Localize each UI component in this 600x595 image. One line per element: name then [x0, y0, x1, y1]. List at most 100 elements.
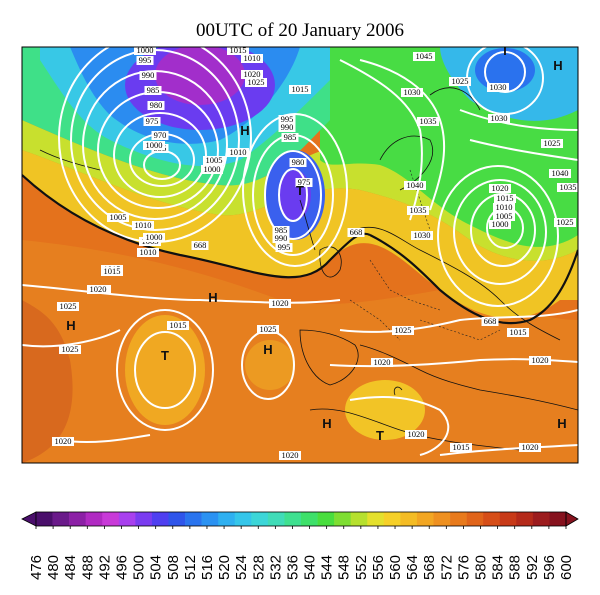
isobar-label: 1000: [204, 164, 221, 174]
isobar-label-bg: [136, 56, 154, 65]
isobar-label: 1000: [146, 140, 163, 150]
isobar-label: 1015: [453, 442, 470, 452]
colorbar-frame: [35, 511, 567, 527]
isobar-label-bg: [279, 451, 301, 460]
isobar-label: 1020: [408, 429, 425, 439]
colorbar-tick-label: 488: [79, 555, 96, 580]
isobar-label: 1020: [272, 298, 289, 308]
isobar-label: 1025: [260, 324, 277, 334]
colorbar-segment: [433, 512, 451, 526]
colorbar-segment: [201, 512, 219, 526]
isobar-label-bg: [507, 328, 529, 337]
isobar-label-bg: [151, 131, 169, 140]
low-pressure-marker: T: [161, 348, 169, 363]
isobar-label-bg: [529, 356, 551, 365]
isobar-labels: 1000995990985980975970995101510101020102…: [52, 45, 578, 460]
isobar-label-bg: [59, 345, 81, 354]
isobar-label-bg: [554, 218, 576, 227]
isobar-label-bg: [481, 317, 499, 326]
isobar-label-bg: [203, 156, 225, 165]
isobar-label: 1020: [374, 357, 391, 367]
pressure-markers: H H H H H H T T T T H: [66, 43, 566, 443]
isobar-label-bg: [257, 325, 279, 334]
colorbar-segment: [251, 512, 269, 526]
isobar-label-bg: [167, 321, 189, 330]
isobar-label: 1020: [55, 436, 72, 446]
isobar-label: 990: [142, 70, 155, 80]
isobar-label: 1020: [282, 450, 299, 460]
colorbar-tick-label: 484: [62, 555, 79, 580]
isobar-label: 1015: [230, 45, 247, 55]
colorbar-tick-label: 548: [336, 555, 353, 580]
isobar-label: 668: [350, 227, 363, 237]
high-pressure-marker: H: [66, 318, 75, 333]
colorbar-tick-label: 600: [558, 555, 575, 580]
colorbar-tick-label: 516: [199, 555, 216, 580]
colorbar-tick-label: 532: [267, 555, 284, 580]
isobar-label-bg: [272, 234, 290, 243]
isobar-label-bg: [392, 326, 414, 335]
colorbar-tick-label: 536: [284, 555, 301, 580]
isobar-label-bg: [549, 169, 571, 178]
colorbar-segment: [483, 512, 501, 526]
colorbar-segment: [52, 512, 70, 526]
colorbar-tick-label: 524: [233, 555, 250, 580]
isobar-label: 1020: [522, 442, 539, 452]
colorbar-segment: [383, 512, 401, 526]
isobar-label-bg: [519, 443, 541, 452]
isobar-label: 1015: [497, 193, 514, 203]
field-warm-spot-3: [245, 340, 295, 390]
isobar-label: 1000: [137, 45, 154, 55]
isobar-label: 1035: [560, 182, 577, 192]
colorbar-tick-label: 520: [216, 555, 233, 580]
isobar-label: 985: [147, 85, 160, 95]
colorbar-segment: [267, 512, 285, 526]
isobar-label: 990: [275, 233, 288, 243]
isobar-label-bg: [227, 47, 249, 55]
isobar-label: 1025: [452, 76, 469, 86]
isobar-label: 985: [284, 132, 297, 142]
isobar-label: 1005: [206, 155, 223, 165]
colorbar-segment: [218, 512, 236, 526]
isobar-label: 1025: [60, 301, 77, 311]
colorbar-tick-label: 576: [455, 555, 472, 580]
isobar-label: 980: [150, 100, 163, 110]
colorbar: 476 480 484 488 492 496 500 504 508 512 516 520 524 5…: [21, 511, 579, 580]
isobar-label-bg: [407, 206, 429, 215]
isobar-label: 1000: [492, 219, 509, 229]
colorbar-tick-label: 560: [387, 555, 404, 580]
high-pressure-marker: H: [208, 290, 217, 305]
isobar-label-bg: [417, 117, 439, 126]
isobar-label-bg: [278, 115, 296, 124]
isobar-label-bg: [281, 133, 299, 142]
isobar-label: 1030: [491, 113, 508, 123]
colorbar-tick-label: 572: [438, 555, 455, 580]
isobar-label-bg: [139, 71, 157, 80]
high-pressure-marker: H: [240, 123, 249, 138]
low-pressure-marker: T: [501, 43, 509, 58]
colorbar-segment: [301, 512, 318, 526]
isobar-label: 985: [275, 225, 288, 235]
isobar-label-bg: [227, 148, 249, 157]
colorbar-segment: [151, 512, 169, 526]
colorbar-tick-label: 504: [148, 555, 165, 580]
isobars: [22, 47, 578, 456]
isobar-label: 975: [146, 116, 159, 126]
colorbar-segment: [102, 512, 120, 526]
isobar-label: 995: [281, 114, 294, 124]
isobar-label-bg: [107, 213, 129, 222]
colorbar-segment: [36, 512, 53, 526]
isobar-label-bg: [143, 233, 165, 242]
isobar-label-bg: [241, 54, 263, 63]
field-warm-spot-2: [345, 380, 425, 440]
isobar-label-bg: [272, 226, 290, 235]
isobar-label-bg: [557, 183, 578, 192]
low-pressure-marker: T: [376, 428, 384, 443]
isobar-label: 1010: [140, 247, 157, 257]
isobar-label: 1020: [90, 284, 107, 294]
isobar-label-bg: [541, 139, 563, 148]
isobar-label-bg: [275, 243, 293, 252]
isobar-label-bg: [132, 221, 154, 230]
isobar-label-bg: [347, 228, 365, 237]
